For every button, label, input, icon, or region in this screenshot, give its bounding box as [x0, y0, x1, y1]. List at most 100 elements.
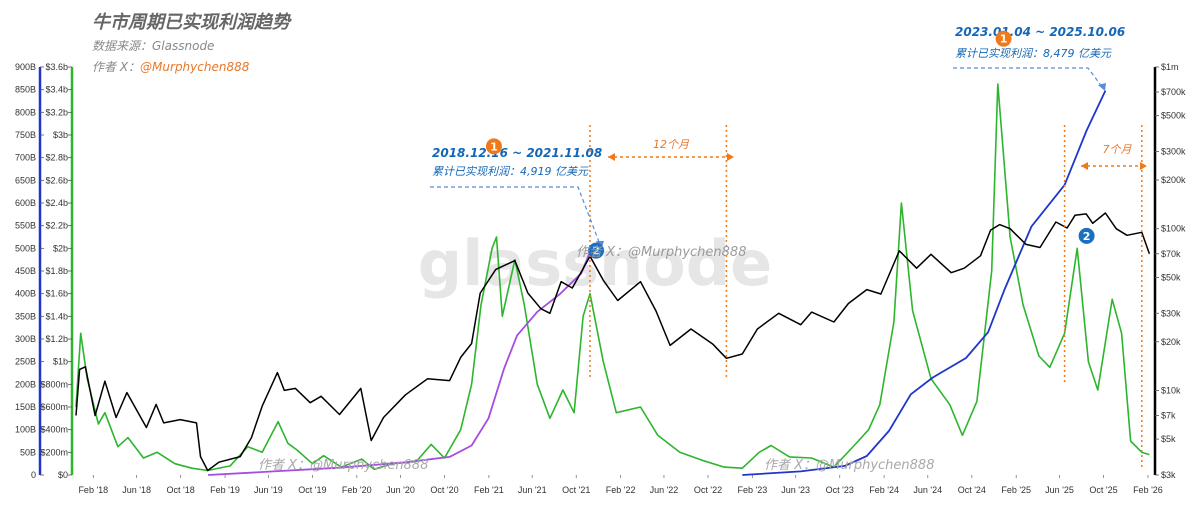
peak-marker-label: 1: [490, 140, 498, 153]
series-cumulative-realized-profit-2018-2021: [208, 251, 591, 476]
left-outer-axis-ticks: 0 50B 100B 150B 200B 250B 300B 350B 400B 450B 500B…: [15, 62, 44, 480]
left-outer-tick-label: 550B: [15, 221, 36, 231]
left-outer-tick-label: 750B: [15, 130, 36, 140]
left-inner-tick-label: $2.4b: [45, 198, 68, 208]
x-tick-label: Oct '24: [958, 485, 986, 495]
left-inner-tick-label: $1.4b: [45, 311, 68, 321]
x-tick-label: Jun '25: [1045, 485, 1074, 495]
author-prefix: 作者 X：: [92, 60, 140, 74]
left-inner-tick-label: $3b: [53, 130, 68, 140]
left-inner-tick-label: $2.2b: [45, 221, 68, 231]
right-tick-label: $7k: [1161, 410, 1176, 420]
x-tick-label: Feb '24: [869, 485, 899, 495]
data-source: 数据来源：Glassnode: [92, 39, 214, 53]
left-inner-tick-label: $2.6b: [45, 175, 68, 185]
left-outer-tick-label: 800B: [15, 107, 36, 117]
x-tick-label: Oct '19: [298, 485, 326, 495]
author-watermark-left: 作者 X：@Murphychen888: [258, 458, 428, 473]
x-tick-label: Feb '25: [1001, 485, 1031, 495]
peak-marker-4: [1078, 227, 1095, 244]
author-label: 作者 X：@Murphychen888: [92, 60, 250, 74]
x-tick-label: Feb '21: [474, 485, 504, 495]
x-tick-label: Jun '18: [122, 485, 151, 495]
left-inner-tick-label: $2b: [53, 243, 68, 253]
cycle1-pointer: [430, 186, 602, 248]
x-tick-label: Feb '19: [210, 485, 240, 495]
left-inner-tick-label: $1.6b: [45, 289, 68, 299]
peak-marker-3: [995, 30, 1012, 47]
right-tick-label: $700k: [1161, 87, 1186, 97]
right-tick-label: $10k: [1161, 385, 1181, 395]
span-7-months-label: 7个月: [1103, 143, 1133, 156]
x-tick-label: Oct '25: [1089, 485, 1117, 495]
left-outer-tick-label: 400B: [15, 289, 36, 299]
right-tick-label: $100k: [1161, 224, 1186, 234]
cycle1-profit-label: 累计已实现利润：4,919 亿美元: [432, 165, 589, 178]
series-price: [75, 212, 1151, 472]
left-inner-tick-label: $400m: [40, 425, 68, 435]
left-outer-tick-label: 100B: [15, 425, 36, 435]
x-tick-label: Jun '22: [650, 485, 679, 495]
x-tick-label: Feb '18: [78, 485, 108, 495]
peak-markers: 1 2 1 2: [485, 30, 1095, 259]
left-inner-tick-label: $1.8b: [45, 266, 68, 276]
series-realized-profit-ma: [75, 83, 1150, 472]
right-tick-label: $70k: [1161, 249, 1181, 259]
peak-marker-1: [485, 138, 502, 155]
left-outer-tick-label: 250B: [15, 357, 36, 367]
right-tick-label: $20k: [1161, 337, 1181, 347]
left-inner-tick-label: $1.2b: [45, 334, 68, 344]
watermark: glassnode: [418, 227, 772, 300]
cycle2-pointer: [953, 67, 1104, 89]
x-tick-label: Oct '20: [430, 485, 458, 495]
left-outer-tick-label: 850B: [15, 85, 36, 95]
right-tick-label: $300k: [1161, 147, 1186, 157]
right-tick-label: $1m: [1161, 62, 1179, 72]
author-watermark-right: 作者 X：@Murphychen888: [764, 458, 934, 473]
right-tick-label: $5k: [1161, 434, 1176, 444]
cycle-guides: 12个月 7个月: [589, 125, 1147, 470]
left-inner-tick-label: $200m: [40, 447, 68, 457]
span-7-left-arrowhead: [1081, 162, 1088, 170]
glassnode-watermark: glassnode: [418, 227, 772, 300]
span-12-months-label: 12个月: [653, 138, 690, 151]
right-tick-label: $3k: [1161, 470, 1176, 480]
peak-marker-label: 1: [1000, 33, 1008, 46]
left-outer-tick-label: 150B: [15, 402, 36, 412]
right-tick-label: $500k: [1161, 111, 1186, 121]
x-tick-label: Oct '22: [694, 485, 722, 495]
left-outer-tick-label: 350B: [15, 311, 36, 321]
left-inner-tick-label: $3.2b: [45, 107, 68, 117]
x-tick-label: Jun '23: [781, 485, 810, 495]
author-watermark-middle: 作者 X：@Murphychen888: [576, 245, 746, 260]
x-tick-label: Jun '20: [386, 485, 415, 495]
right-tick-label: $30k: [1161, 308, 1181, 318]
cycle2-pointer-head: [1098, 83, 1106, 91]
cycle-annotations: 2018.12.16 ~ 2021.11.08 累计已实现利润：4,919 亿美…: [430, 25, 1125, 250]
left-inner-tick-label: $600m: [40, 402, 68, 412]
x-tick-label: Jun '19: [254, 485, 283, 495]
chart-header: 牛市周期已实现利润趋势 数据来源：Glassnode 作者 X：@Murphyc…: [92, 12, 292, 74]
left-outer-tick-label: 0: [31, 470, 36, 480]
left-outer-tick-label: 650B: [15, 175, 36, 185]
left-outer-tick-label: 600B: [15, 198, 36, 208]
cycle-vertical-lines: [589, 125, 1143, 470]
left-outer-tick-label: 900B: [15, 62, 36, 72]
x-tick-label: Feb '23: [737, 485, 767, 495]
span-7-right-arrowhead: [1140, 162, 1147, 170]
left-inner-tick-label: $3.6b: [45, 62, 68, 72]
left-inner-tick-label: $3.4b: [45, 85, 68, 95]
author-handle: @Murphychen888: [140, 60, 250, 74]
x-axis-ticks: Feb '18 Jun '18 Oct '18 Feb '19 Jun '19 Oct '…: [78, 475, 1163, 495]
peak-marker-label: 2: [592, 245, 600, 258]
x-tick-label: Jun '24: [913, 485, 942, 495]
left-outer-tick-label: 450B: [15, 266, 36, 276]
peak-marker-label: 2: [1083, 230, 1091, 243]
left-inner-tick-label: $800m: [40, 379, 68, 389]
left-inner-tick-label: $1b: [53, 357, 68, 367]
x-tick-label: Oct '21: [562, 485, 590, 495]
right-axis-ticks: $3k $5k $7k $10k $20k $30k $50k $70k $100k $200k $…: [1155, 62, 1186, 480]
x-tick-label: Feb '26: [1133, 485, 1163, 495]
